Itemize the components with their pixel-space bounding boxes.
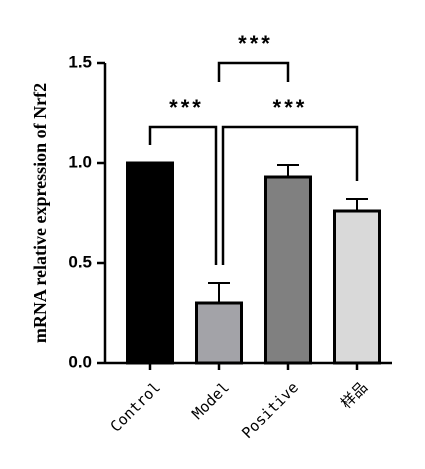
x-tick-label: Model — [188, 378, 233, 423]
bar — [264, 175, 312, 365]
x-tick-label: Positive — [238, 378, 302, 442]
y-tick-label: 1.0 — [68, 152, 92, 171]
significance-label: *** — [169, 95, 204, 120]
significance-bracket — [148, 125, 218, 265]
significance-bracket — [217, 61, 290, 82]
y-tick-label: 1.5 — [68, 52, 92, 71]
y-tick-label: 0.0 — [68, 352, 92, 371]
x-tick-label: 样品 — [337, 378, 371, 412]
bar — [333, 209, 381, 365]
y-tick-label: 0.5 — [68, 252, 92, 271]
significance-bracket — [221, 125, 359, 265]
significance-label: *** — [273, 95, 308, 120]
x-tick-label: Control — [107, 378, 164, 435]
y-axis-label: mRNA relative expression of Nrf2 — [30, 83, 50, 343]
significance-label: *** — [238, 31, 273, 56]
bar — [126, 161, 174, 365]
bar — [195, 301, 243, 365]
